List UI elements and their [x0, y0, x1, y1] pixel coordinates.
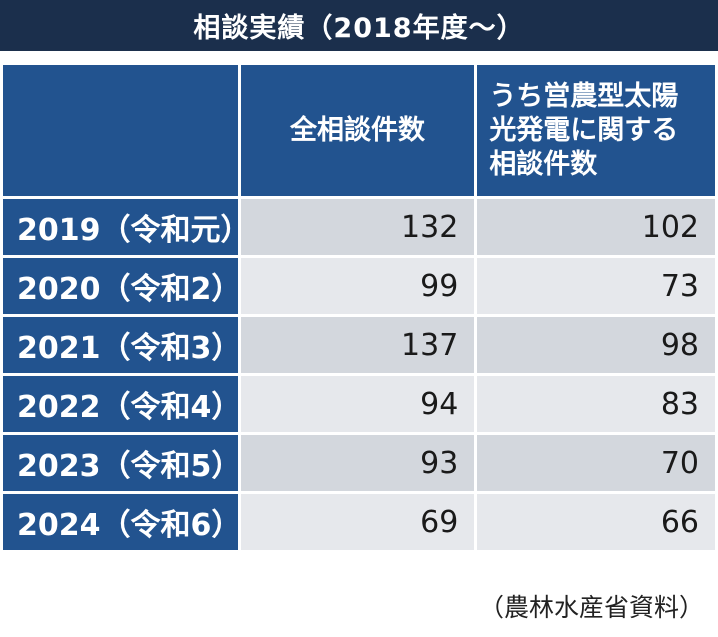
table-row: 2023（令和5） 93 70	[3, 435, 715, 491]
all-consultations-value: 99	[240, 258, 475, 314]
year-label: 2020（令和2）	[3, 258, 241, 314]
solar-consultations-value: 98	[477, 317, 715, 373]
table-row: 2019（令和元） 132 102	[3, 199, 715, 255]
table-row: 2021（令和3） 137 98	[3, 317, 715, 373]
header-solar-line: 相談件数	[489, 148, 598, 180]
header-all-consultations: 全相談件数	[240, 65, 475, 196]
solar-consultations-value: 66	[477, 494, 715, 550]
header-year-cell	[3, 65, 238, 196]
solar-consultations-value: 70	[477, 435, 715, 491]
year-label: 2024（令和6）	[3, 494, 241, 550]
solar-consultations-value: 102	[477, 199, 715, 255]
header-solar-line: 光発電に関する	[489, 114, 679, 146]
table-row: 2020（令和2） 99 73	[3, 258, 715, 314]
year-label: 2022（令和4）	[3, 376, 241, 432]
header-solar-consultations: うち営農型太陽 光発電に関する 相談件数	[477, 65, 715, 196]
year-label: 2023（令和5）	[3, 435, 241, 491]
table-row: 2024（令和6） 69 66	[3, 494, 715, 550]
solar-consultations-value: 83	[477, 376, 715, 432]
year-label: 2019（令和元）	[3, 199, 251, 255]
consultation-table: 全相談件数 うち営農型太陽 光発電に関する 相談件数 2019（令和元） 132…	[0, 62, 718, 553]
year-label: 2021（令和3）	[3, 317, 241, 373]
chart-title: 相談実績（2018年度～）	[0, 0, 718, 51]
source-note: （農林水産省資料）	[478, 593, 704, 622]
all-consultations-value: 137	[240, 317, 475, 373]
all-consultations-value: 132	[240, 199, 475, 255]
all-consultations-value: 69	[240, 494, 475, 550]
all-consultations-value: 94	[240, 376, 475, 432]
table-row: 2022（令和4） 94 83	[3, 376, 715, 432]
table-header-row: 全相談件数 うち営農型太陽 光発電に関する 相談件数	[3, 65, 715, 196]
header-solar-line: うち営農型太陽	[489, 80, 679, 112]
solar-consultations-value: 73	[477, 258, 715, 314]
all-consultations-value: 93	[240, 435, 475, 491]
